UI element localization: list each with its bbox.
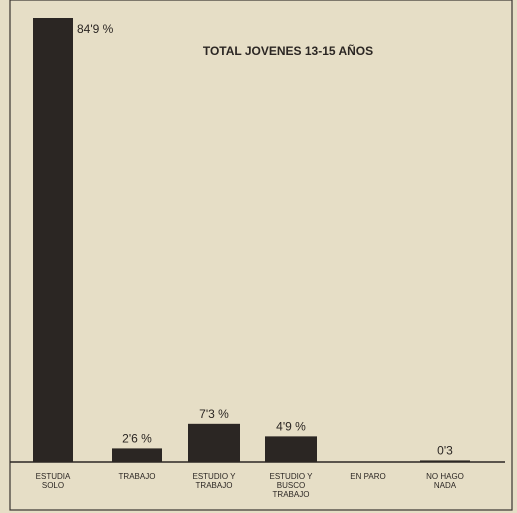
x-tick-label: SOLO xyxy=(42,481,64,490)
frame xyxy=(9,0,513,511)
bar xyxy=(112,448,162,462)
value-label: 0'3 xyxy=(437,444,453,458)
x-tick-label: EN PARO xyxy=(350,472,385,481)
bar xyxy=(188,423,240,462)
x-tick-label: TRABAJO xyxy=(273,490,310,499)
x-tick-label: NADA xyxy=(434,481,457,490)
x-tick-label: TRABAJO xyxy=(196,481,233,490)
bar xyxy=(33,18,73,462)
x-tick-label: ESTUDIA xyxy=(36,472,71,481)
chart-title: TOTAL JOVENES 13-15 AÑOS xyxy=(203,43,373,58)
x-tick-label: ESTUDIO Y xyxy=(193,472,237,481)
value-label: 7'3 % xyxy=(199,407,229,421)
bar xyxy=(265,436,317,462)
value-label: 4'9 % xyxy=(276,420,306,434)
x-tick-label: BUSCO xyxy=(277,481,305,490)
x-tick-label: TRABAJO xyxy=(119,472,156,481)
bar xyxy=(420,460,470,462)
value-label: 84'9 % xyxy=(77,22,114,36)
value-label: 2'6 % xyxy=(122,432,152,446)
x-tick-label: NO HAGO xyxy=(426,472,464,481)
x-tick-label: ESTUDIO Y xyxy=(270,472,314,481)
